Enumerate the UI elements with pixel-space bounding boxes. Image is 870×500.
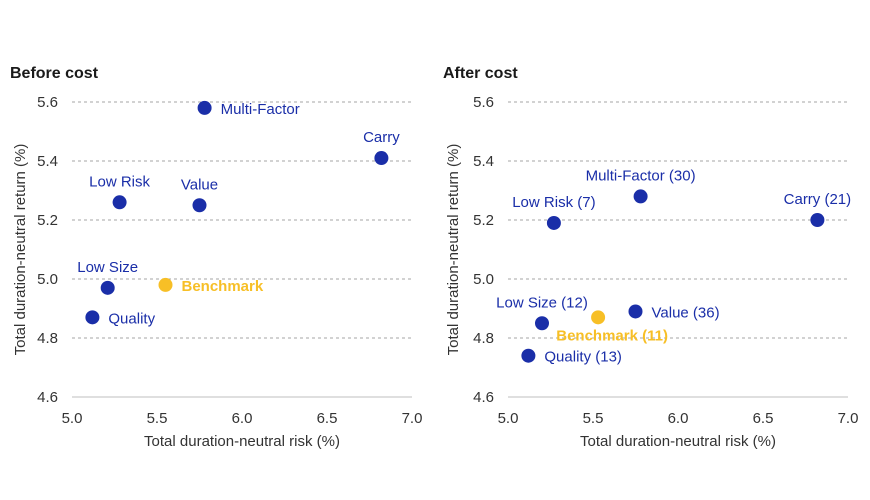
chart-title: After cost [443,65,518,82]
x-tick-label: 6.0 [232,410,253,427]
data-point [192,198,207,213]
y-tick-label: 4.6 [473,389,494,406]
point-label: Multi-Factor (30) [586,167,696,184]
y-tick-label: 5.2 [473,212,494,229]
benchmark-label: Benchmark [182,278,264,295]
data-point [628,304,643,319]
data-point [633,189,648,204]
y-tick-label: 4.8 [37,330,58,347]
y-tick-label: 4.6 [37,389,58,406]
point-label: Carry (21) [784,191,852,208]
benchmark-label: Benchmark (11) [556,327,668,344]
point-label: Value (36) [652,304,720,321]
data-point [197,100,212,115]
point-label: Low Risk [89,173,150,190]
data-point [810,213,825,227]
y-tick-label: 5.0 [473,271,494,288]
point-label: Quality [108,310,155,327]
x-tick-label: 6.5 [753,410,774,427]
chart-title: Before cost [10,65,99,82]
x-tick-label: 5.0 [498,410,519,427]
point-label: Low Size [77,259,138,276]
y-tick-label: 5.2 [37,212,58,229]
chart-panel-1: After cost 4.6 4.8 5.0 5.2 5.4 5.6 5.0 5.5 6.0 6.5… [443,65,858,450]
y-tick-label: 5.6 [37,94,58,111]
x-tick-label: 5.5 [147,410,168,427]
y-axis-label: Total duration-neutral return (%) [12,144,29,356]
y-tick-label: 5.4 [473,153,494,170]
point-label: Low Size (12) [496,294,588,311]
y-axis-label: Total duration-neutral return (%) [445,144,462,356]
data-point [100,280,115,295]
y-tick-label: 5.6 [473,94,494,111]
point-label: Multi-Factor [221,101,300,118]
data-point [521,348,536,363]
x-tick-label: 5.5 [583,410,604,427]
data-point [85,310,100,325]
data-point [546,215,561,230]
x-axis-label: Total duration-neutral risk (%) [580,433,776,450]
y-tick-label: 5.0 [37,271,58,288]
point-label: Value [181,176,218,193]
x-tick-label: 6.0 [668,410,689,427]
x-tick-label: 5.0 [62,410,83,427]
point-label: Low Risk (7) [512,194,595,211]
x-tick-label: 7.0 [402,410,423,427]
data-point [112,195,127,210]
x-tick-label: 6.5 [317,410,338,427]
y-tick-label: 4.8 [473,330,494,347]
x-tick-label: 7.0 [838,410,859,427]
chart-panel-0: Before cost 4.6 4.8 5.0 5.2 5.4 5.6 5.0 5.5 6.0 6.… [10,65,422,450]
data-point [535,316,549,331]
point-label: Quality (13) [544,349,622,366]
point-label: Carry [363,129,400,146]
benchmark-point [158,277,173,292]
x-axis-label: Total duration-neutral risk (%) [144,433,340,450]
benchmark-point [591,310,606,325]
data-point [374,151,389,166]
y-tick-label: 5.4 [37,153,58,170]
